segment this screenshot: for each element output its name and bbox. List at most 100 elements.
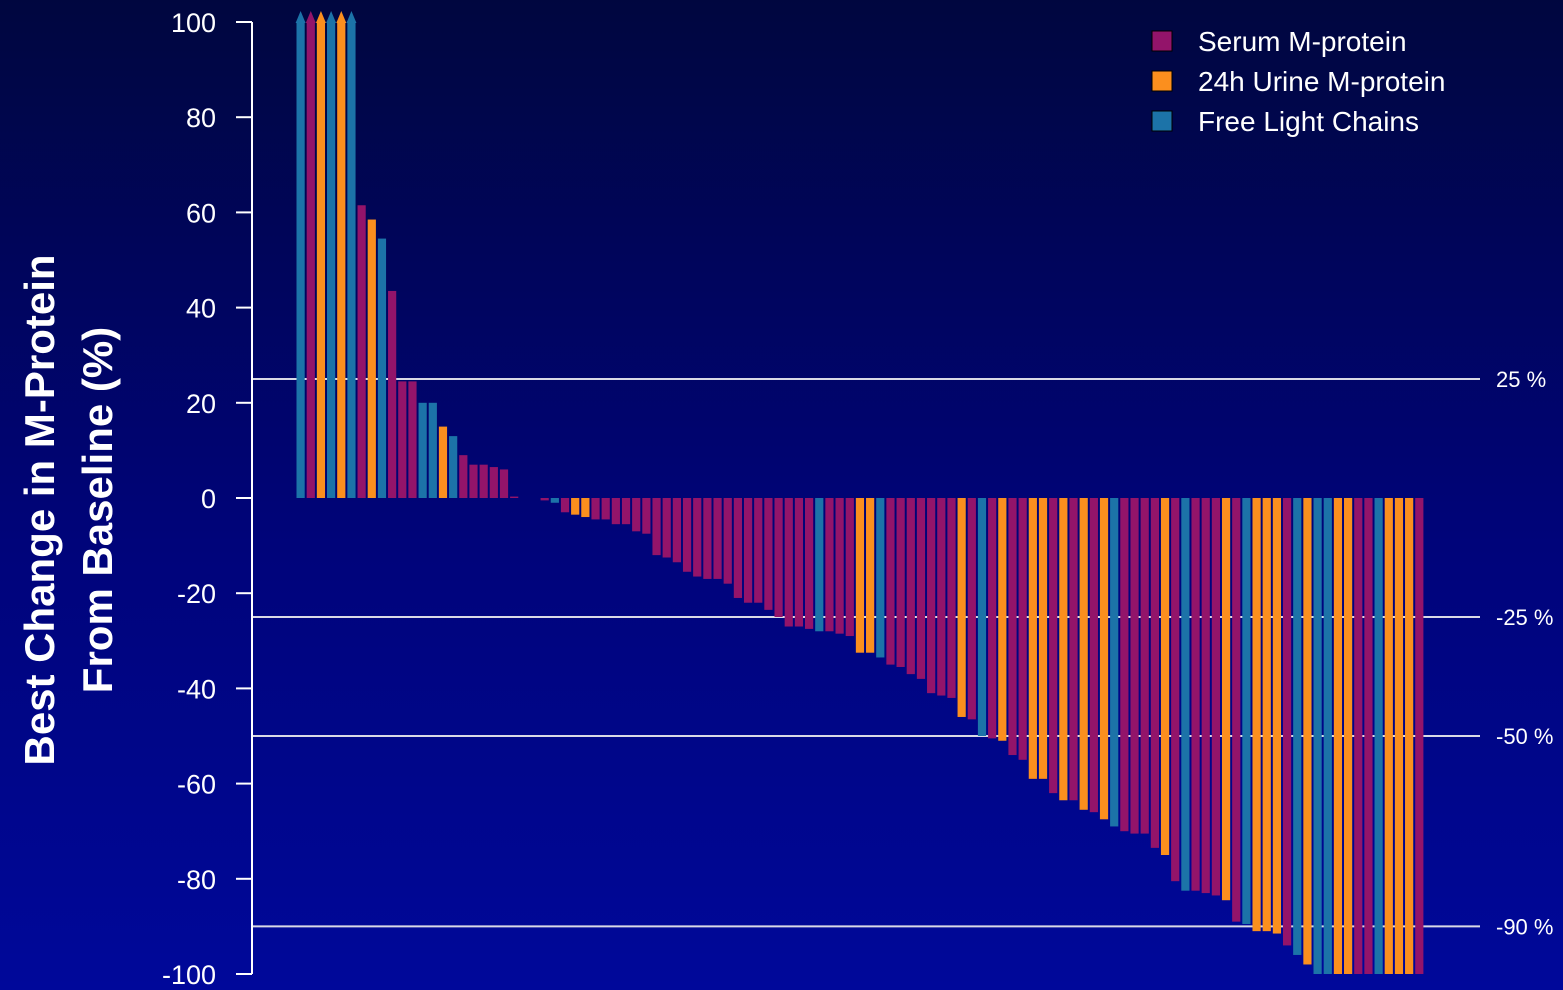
bar	[1028, 498, 1037, 779]
reference-line-label: 25 %	[1496, 367, 1546, 392]
bar	[367, 219, 376, 499]
bar	[1374, 498, 1383, 974]
bar	[1221, 498, 1231, 901]
y-tick-label: -100	[162, 960, 216, 990]
legend-swatch	[1151, 110, 1173, 132]
bar	[855, 498, 865, 653]
bar	[1242, 498, 1251, 925]
bar	[988, 498, 997, 739]
bar	[662, 498, 671, 558]
y-axis-title-line: From Baseline (%)	[74, 327, 121, 693]
bar	[1232, 498, 1241, 922]
y-tick-label: -80	[177, 865, 216, 895]
bar	[1049, 498, 1058, 794]
bar	[866, 498, 875, 653]
legend-label: Serum M-protein	[1198, 26, 1407, 57]
bar	[388, 290, 397, 498]
y-axis: 100 80 60 40 20 0 -20 -40 -60 -80 -100	[162, 8, 253, 990]
bar	[550, 498, 559, 503]
bar	[1262, 498, 1271, 932]
bar	[1191, 498, 1200, 891]
bar	[601, 498, 610, 520]
bar	[1018, 498, 1027, 760]
bar	[672, 498, 681, 563]
bar	[733, 498, 743, 598]
legend-label: 24h Urine M-protein	[1198, 66, 1445, 97]
bar	[571, 498, 580, 515]
legend-label: Free Light Chains	[1198, 106, 1419, 137]
bar	[1364, 498, 1373, 974]
bar	[1130, 498, 1139, 834]
bar	[591, 498, 600, 520]
bar	[1110, 498, 1119, 827]
cap-arrow	[295, 11, 306, 23]
bar	[896, 498, 905, 667]
bar	[621, 498, 631, 525]
bar	[927, 498, 936, 694]
bar	[438, 426, 448, 498]
bar	[540, 498, 549, 501]
bar	[1405, 498, 1414, 974]
bar	[815, 498, 824, 632]
bar	[479, 464, 488, 498]
bar	[449, 436, 458, 498]
bar	[825, 498, 834, 632]
bar	[398, 381, 407, 498]
bar	[1150, 498, 1159, 848]
bar	[957, 498, 966, 717]
bar	[1415, 498, 1424, 974]
bar	[916, 498, 926, 679]
bar	[947, 498, 956, 698]
y-tick-label: 80	[186, 103, 216, 133]
legend-swatch	[1151, 70, 1173, 92]
bar	[1089, 498, 1098, 813]
bar	[998, 498, 1007, 741]
bar	[723, 498, 732, 584]
reference-line-label: -90 %	[1496, 914, 1553, 939]
bar	[510, 496, 519, 498]
bar	[1394, 498, 1404, 974]
bar	[560, 498, 570, 513]
bar	[1303, 498, 1312, 965]
bar	[1313, 498, 1322, 974]
y-axis-title: Best Change in M-Protein From Baseline (%…	[16, 254, 121, 765]
y-tick-label: 20	[186, 389, 216, 419]
y-tick-label: 100	[171, 8, 216, 38]
bar	[1201, 498, 1210, 894]
bar	[1333, 498, 1343, 974]
reference-line-label: -25 %	[1496, 605, 1553, 630]
legend: Serum M-protein 24h Urine M-protein Free L…	[1151, 26, 1445, 137]
bar	[489, 467, 498, 498]
bar	[337, 22, 346, 498]
bar	[1059, 498, 1068, 801]
y-tick-label: 0	[201, 484, 216, 514]
bar	[306, 22, 315, 498]
bar	[703, 498, 712, 579]
bar	[469, 464, 478, 498]
bars-group	[295, 11, 1424, 974]
bar	[693, 498, 702, 577]
bar	[937, 498, 946, 696]
bar	[499, 469, 509, 498]
bar	[1181, 498, 1190, 891]
y-tick-label: -60	[177, 770, 216, 800]
bar	[967, 498, 976, 720]
bar	[296, 22, 305, 498]
bar	[1140, 498, 1149, 834]
y-tick-label: -40	[177, 674, 216, 704]
bar	[1099, 498, 1109, 820]
bar	[418, 402, 427, 498]
bar	[1282, 498, 1292, 946]
bar	[652, 498, 661, 556]
bar	[347, 22, 356, 498]
y-tick-label: 60	[186, 198, 216, 228]
bar	[1272, 498, 1282, 934]
bar	[1293, 498, 1302, 955]
bar	[713, 498, 722, 579]
bar	[743, 498, 753, 603]
bar	[774, 498, 783, 617]
bar	[459, 455, 468, 498]
bar	[327, 22, 336, 498]
bar	[754, 498, 763, 603]
bar	[642, 498, 651, 534]
